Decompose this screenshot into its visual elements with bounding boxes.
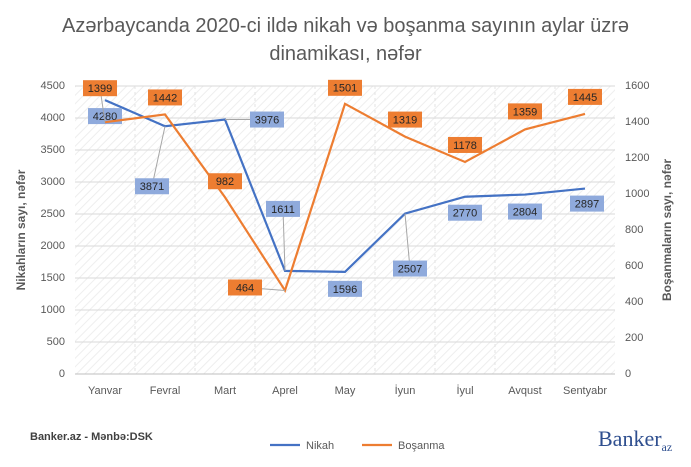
data-label-box — [266, 200, 300, 217]
logo: Bankeraz — [598, 426, 672, 454]
data-label-box — [448, 204, 482, 221]
leader-line — [282, 208, 286, 271]
line — [104, 102, 586, 294]
data-label-box — [328, 280, 362, 297]
y-tick-label: 3500 — [41, 144, 65, 156]
leader-line — [404, 213, 411, 269]
data-label: 2804 — [513, 206, 537, 218]
logo-main: Banker — [598, 426, 662, 451]
data-label: 3871 — [140, 181, 164, 193]
data-label: 1178 — [453, 140, 477, 152]
y2-tick-label: 0 — [625, 368, 631, 380]
y-tick-label: 0 — [59, 368, 65, 380]
y2-tick-label: 600 — [625, 260, 643, 272]
y2-tick-label: 1400 — [625, 116, 649, 128]
data-label-box — [570, 195, 604, 212]
data-label-box — [250, 111, 284, 128]
data-label-box — [135, 178, 169, 195]
x-tick-label: Yanvar — [88, 385, 122, 397]
data-label: 982 — [216, 176, 234, 188]
x-tick-label: Mart — [214, 385, 236, 397]
data-label: 2897 — [575, 198, 599, 210]
data-label-box — [328, 79, 362, 96]
y2-axis-label: Boşanmaların sayı, nəfər — [660, 159, 674, 301]
x-tick-label: Aprel — [272, 385, 298, 397]
data-label: 2770 — [453, 208, 477, 220]
legend-label: Nikah — [306, 440, 334, 452]
line — [104, 99, 586, 273]
y2-tick-label: 1600 — [625, 80, 649, 92]
y2-tick-label: 1200 — [625, 152, 649, 164]
y-tick-label: 4500 — [41, 80, 65, 92]
y-tick-label: 2000 — [41, 240, 65, 252]
data-label-box — [148, 89, 182, 106]
data-label-box — [208, 173, 242, 190]
chart-title: Azərbaycanda 2020-ci ildə nikah və boşan… — [62, 15, 629, 65]
legend-label: Boşanma — [398, 440, 445, 452]
data-label: 1442 — [153, 92, 177, 104]
plot-area — [75, 86, 615, 374]
y2-tick-label: 1000 — [625, 188, 649, 200]
y-tick-label: 1000 — [41, 304, 65, 316]
data-label-box — [83, 80, 117, 97]
data-label-box — [508, 203, 542, 220]
y-tick-label: 3000 — [41, 176, 65, 188]
data-label-box — [228, 279, 262, 296]
data-label: 1319 — [393, 114, 417, 126]
logo-sub: az — [662, 440, 673, 454]
y2-tick-label: 200 — [625, 332, 643, 344]
data-label: 4280 — [93, 111, 117, 123]
y2-tick-label: 800 — [625, 224, 643, 236]
data-label: 1399 — [88, 83, 112, 95]
data-label-box — [388, 111, 422, 128]
data-label: 464 — [236, 282, 254, 294]
x-tick-label: Sentyabr — [563, 385, 607, 397]
x-tick-label: Fevral — [150, 385, 181, 397]
data-label: 1359 — [513, 106, 537, 118]
x-tick-label: İyul — [456, 384, 473, 397]
data-label: 1501 — [333, 83, 357, 95]
y-axis-label: Nikahların sayı, nəfər — [14, 169, 28, 290]
x-tick-label: Avqust — [508, 385, 541, 397]
data-label: 2507 — [398, 263, 422, 275]
y-tick-label: 500 — [47, 336, 65, 348]
data-label-box — [448, 136, 482, 153]
data-label-box — [508, 103, 542, 120]
data-label-box — [568, 88, 602, 105]
x-tick-label: May — [335, 385, 356, 397]
data-label: 1445 — [573, 92, 597, 104]
leader-line — [151, 126, 166, 187]
source: Banker.az - Mənbə:DSK — [30, 431, 153, 443]
y-tick-label: 4000 — [41, 112, 65, 124]
y-tick-label: 1500 — [41, 272, 65, 284]
x-tick-label: İyun — [395, 384, 416, 397]
y2-tick-label: 400 — [625, 296, 643, 308]
data-label: 3976 — [255, 114, 279, 126]
data-label-box — [393, 260, 427, 277]
data-label: 1611 — [271, 204, 295, 216]
data-label: 1596 — [333, 284, 357, 296]
y-tick-label: 2500 — [41, 208, 65, 220]
